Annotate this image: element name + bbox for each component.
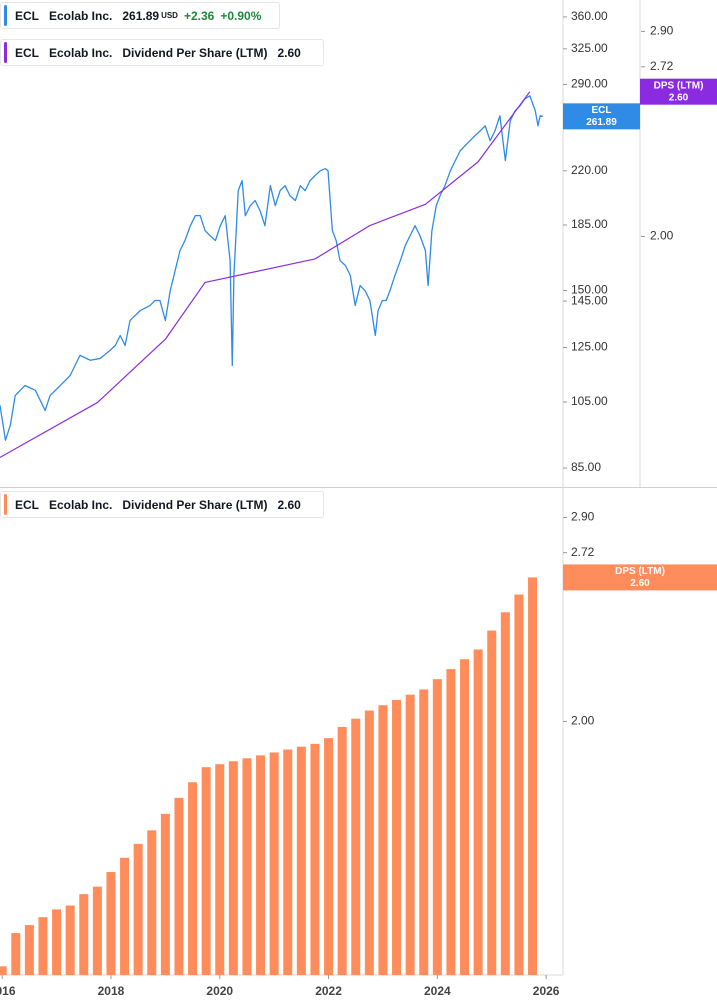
- bar: [11, 933, 21, 975]
- legend-marker: [4, 42, 7, 63]
- y-tick-label: 150.00: [571, 283, 608, 297]
- bar: [215, 764, 225, 975]
- x-tick-label: 2024: [424, 984, 451, 998]
- legend-change: +2.36: [183, 8, 215, 23]
- bar: [500, 612, 510, 975]
- y-tick-label: 85.00: [571, 460, 601, 474]
- badge-label: DPS (LTM): [654, 80, 704, 91]
- bar: [92, 886, 102, 975]
- badge-value: 2.60: [630, 578, 650, 589]
- y2-tick-label: 2.72: [650, 59, 674, 73]
- price-badge: [563, 564, 717, 591]
- bar: [65, 905, 75, 975]
- legend: ECL Ecolab Inc. 261.89 USD +2.36 +0.90%: [0, 2, 281, 29]
- y-tick-label: 360.00: [571, 9, 608, 23]
- bar: [351, 718, 361, 975]
- y-tick-label: 2.90: [571, 510, 595, 524]
- legend: ECL Ecolab Inc. Dividend Per Share (LTM)…: [0, 491, 324, 518]
- bar: [79, 894, 89, 975]
- legend-name: Dividend Per Share (LTM): [122, 45, 268, 60]
- legend-currency: USD: [161, 11, 178, 20]
- bar: [432, 679, 442, 975]
- price-plot: [0, 91, 544, 458]
- legend-name: Ecolab Inc.: [49, 8, 113, 23]
- bar: [52, 909, 62, 975]
- price-line: [0, 95, 544, 441]
- bar: [242, 758, 252, 975]
- legend-name: Dividend Per Share (LTM): [122, 497, 268, 512]
- bar: [269, 752, 279, 975]
- legend: ECL Ecolab Inc. Dividend Per Share (LTM)…: [0, 39, 324, 66]
- legend-company: Ecolab Inc.: [49, 45, 113, 60]
- y-tick-label: 145.00: [571, 293, 608, 307]
- bar: [364, 710, 374, 975]
- dividend-line: [0, 91, 531, 458]
- y-tick-label: 2.72: [571, 545, 595, 559]
- bar: [473, 649, 483, 975]
- bar: [174, 797, 184, 975]
- legend-symbol: ECL: [15, 45, 39, 60]
- y2-tick-label: 2.00: [650, 229, 674, 243]
- y-tick-label: 185.00: [571, 217, 608, 231]
- y-tick-label: 325.00: [571, 41, 608, 55]
- bar: [228, 761, 238, 975]
- legend-marker: [4, 494, 7, 515]
- bar: [514, 594, 524, 975]
- legend-last: 2.60: [277, 45, 301, 60]
- y-tick-label: 2.00: [571, 714, 595, 728]
- bar: [147, 830, 157, 975]
- bar: [324, 738, 334, 975]
- y-tick-label: 290.00: [571, 77, 608, 91]
- badge-value: 261.89: [586, 117, 617, 128]
- bar: [283, 749, 293, 975]
- y2-tick-label: 2.90: [650, 24, 674, 38]
- bar: [405, 694, 415, 975]
- badge-label: DPS (LTM): [615, 566, 665, 577]
- bar: [337, 726, 347, 975]
- bar: [392, 699, 402, 975]
- badge-label: ECL: [592, 105, 612, 116]
- bar: [106, 872, 116, 975]
- bar: [24, 925, 34, 975]
- price-badge: [563, 103, 640, 130]
- bar: [419, 689, 429, 975]
- bar: [188, 782, 198, 975]
- bar: [310, 743, 320, 975]
- y-tick-label: 105.00: [571, 394, 608, 408]
- x-tick-label: 2018: [98, 984, 125, 998]
- x-tick-label: 2026: [533, 984, 560, 998]
- bar: [296, 746, 306, 975]
- legend-last: 261.89: [122, 8, 160, 23]
- bar: [0, 966, 7, 975]
- legend-company: Ecolab Inc.: [49, 497, 113, 512]
- bar: [446, 669, 456, 975]
- bar: [528, 577, 538, 975]
- legend-symbol: ECL: [15, 497, 39, 512]
- legend-change-percent: +0.90%: [220, 8, 262, 23]
- bar: [460, 659, 470, 975]
- bar: [133, 843, 143, 975]
- x-tick-label: 2022: [315, 984, 342, 998]
- badge-value: 2.60: [669, 92, 689, 103]
- bar: [38, 917, 48, 975]
- bar: [201, 767, 211, 975]
- bar: [487, 630, 497, 975]
- bar: [160, 813, 170, 975]
- dividend-plot: [0, 577, 538, 975]
- y-tick-label: 125.00: [571, 340, 608, 354]
- price-badge: [640, 78, 717, 105]
- bar: [256, 755, 266, 975]
- x-tick-label: 2020: [206, 984, 233, 998]
- bar: [378, 705, 388, 975]
- y-tick-label: 220.00: [571, 163, 608, 177]
- legend-symbol: ECL: [15, 8, 39, 23]
- legend-last: 2.60: [277, 497, 301, 512]
- bar: [120, 857, 130, 975]
- x-tick-label: 2016: [0, 984, 16, 998]
- legend-marker: [4, 5, 7, 26]
